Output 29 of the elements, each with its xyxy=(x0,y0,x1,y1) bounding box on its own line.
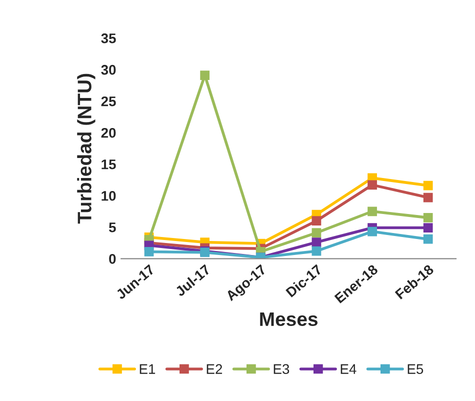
legend-label: E5 xyxy=(408,364,424,374)
y-tick-label: 25 xyxy=(101,96,116,106)
y-tick-label: 20 xyxy=(101,128,116,138)
point xyxy=(423,192,433,202)
y-axis-title: Turbiedad (NTU) xyxy=(77,74,96,224)
legend-label: E2 xyxy=(206,364,222,374)
point xyxy=(368,206,377,216)
y-tick-label: 35 xyxy=(101,33,116,44)
legend-label: E1 xyxy=(140,364,156,374)
point xyxy=(312,246,322,256)
point xyxy=(423,223,433,232)
point xyxy=(200,70,210,80)
y-tick-label: 30 xyxy=(101,64,116,75)
y-tick-label: 0 xyxy=(109,254,116,264)
x-axis-title: Meses xyxy=(260,312,318,326)
point xyxy=(368,226,377,236)
legend-label: E4 xyxy=(340,364,356,374)
point xyxy=(423,213,433,222)
point xyxy=(423,234,433,244)
y-tick-label: 15 xyxy=(102,160,116,170)
y-tick-label: 10 xyxy=(102,190,116,201)
point xyxy=(312,228,322,238)
y-tick-label: 5 xyxy=(108,222,116,232)
point xyxy=(368,180,377,190)
legend-label: E3 xyxy=(274,364,290,374)
point xyxy=(312,238,322,247)
point xyxy=(144,247,154,256)
point xyxy=(312,216,322,226)
point xyxy=(423,180,433,190)
